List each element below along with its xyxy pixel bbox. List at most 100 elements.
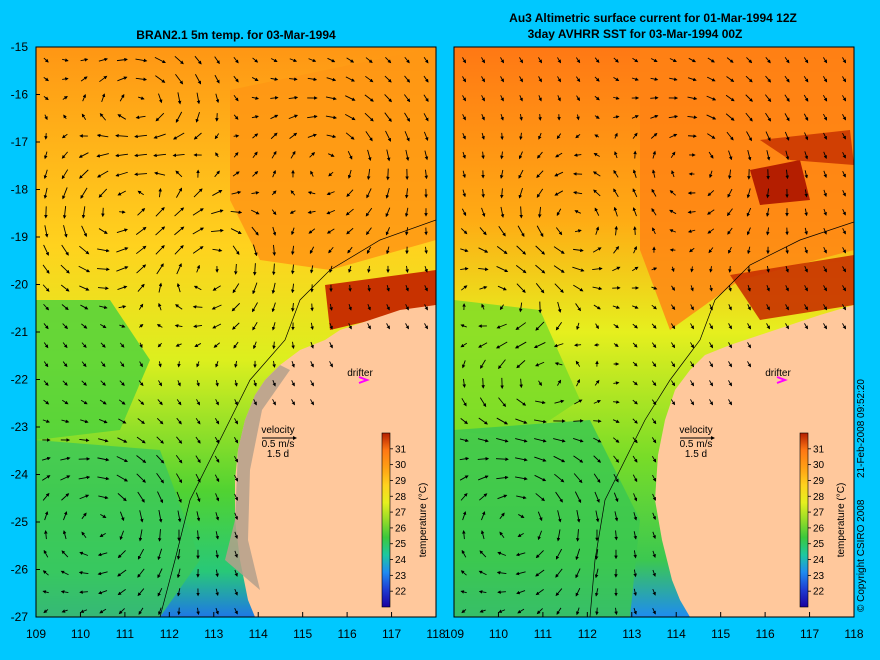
current-arrow	[613, 169, 619, 178]
current-arrow	[310, 399, 314, 406]
drifter-marker-icon	[358, 376, 370, 384]
current-arrow	[536, 188, 544, 198]
current-arrow	[42, 590, 49, 594]
current-arrow	[116, 247, 129, 253]
lat-tick-label: -22	[11, 373, 29, 387]
current-arrow	[842, 189, 846, 197]
current-arrow	[496, 417, 509, 425]
current-arrow	[687, 210, 696, 214]
warm-patch	[640, 47, 854, 330]
current-arrow	[176, 187, 183, 198]
current-arrow	[461, 360, 466, 369]
current-arrow	[632, 474, 638, 483]
colorbar-title: temperature (°C)	[418, 483, 429, 558]
current-arrow	[423, 94, 429, 103]
current-arrow	[745, 94, 753, 102]
current-arrow	[728, 169, 732, 180]
current-arrow	[157, 399, 163, 406]
colorbar-ticks: 22 23 24 25 26 27 28 29 30 31	[390, 444, 407, 598]
current-arrow	[79, 590, 88, 594]
warm-patch	[230, 47, 436, 270]
current-arrow	[459, 475, 469, 481]
current-arrow	[670, 151, 676, 158]
map-frame	[453, 46, 855, 618]
current-arrow	[652, 531, 656, 540]
current-arrow	[347, 150, 353, 160]
current-arrow	[405, 323, 409, 330]
current-arrow	[252, 263, 257, 276]
current-arrow	[765, 131, 771, 142]
current-arrow	[328, 153, 335, 157]
current-arrow	[575, 568, 581, 579]
current-arrow	[365, 75, 374, 83]
current-arrow	[214, 436, 220, 444]
current-arrow	[613, 400, 620, 404]
current-arrow	[97, 248, 110, 253]
current-arrow	[822, 94, 828, 102]
current-arrow	[423, 57, 429, 64]
current-arrow	[842, 285, 846, 292]
current-arrow	[135, 226, 147, 235]
current-arrow	[557, 95, 561, 102]
current-arrow	[690, 266, 694, 273]
current-arrow	[155, 112, 165, 122]
current-arrow	[288, 95, 299, 100]
current-arrow	[215, 152, 219, 158]
current-arrow	[460, 342, 468, 348]
current-arrow	[747, 246, 751, 255]
colorbar-tick-label: 23	[395, 571, 407, 582]
current-arrow	[687, 229, 696, 233]
current-arrow	[574, 399, 583, 405]
current-arrow	[727, 188, 733, 198]
current-arrow	[232, 283, 240, 294]
current-arrow	[307, 114, 318, 119]
current-arrow	[139, 361, 143, 368]
current-arrow	[613, 206, 618, 217]
current-arrow	[535, 361, 545, 367]
lon-tick-label: 117	[382, 627, 401, 641]
current-arrow	[500, 188, 504, 199]
current-arrow	[155, 75, 166, 83]
current-arrow	[460, 267, 469, 271]
colorbar-tick-label: 30	[813, 460, 825, 471]
current-arrow	[136, 264, 147, 274]
current-arrow	[134, 172, 148, 177]
current-arrow	[177, 361, 181, 368]
current-arrow	[671, 380, 676, 387]
current-arrow	[119, 361, 125, 368]
current-arrow	[593, 304, 601, 310]
current-arrow	[118, 418, 127, 424]
current-arrow	[842, 323, 847, 330]
current-arrow	[708, 151, 714, 159]
current-arrow	[176, 263, 182, 275]
colorbar-right: 22 23 24 25 26 27 28 29 30 31 temperature (°C)	[799, 432, 847, 608]
current-arrow	[158, 607, 162, 616]
current-arrow	[119, 380, 125, 387]
current-arrow	[613, 492, 619, 503]
current-arrow	[365, 227, 372, 236]
current-arrow	[62, 323, 68, 330]
current-arrow	[157, 548, 163, 561]
current-arrow	[155, 226, 166, 236]
current-arrow	[214, 418, 220, 425]
lat-tick-label: -21	[11, 325, 29, 339]
current-arrow	[233, 134, 240, 138]
current-arrow	[271, 282, 276, 294]
current-arrow	[137, 548, 145, 560]
current-arrow	[613, 115, 620, 119]
current-arrow	[804, 246, 808, 254]
current-arrow	[138, 303, 144, 310]
current-arrow	[62, 187, 68, 200]
current-arrow	[134, 153, 148, 158]
current-arrow	[479, 285, 488, 290]
current-arrow	[192, 305, 203, 309]
current-arrow	[651, 437, 657, 444]
current-arrow	[195, 74, 202, 85]
current-arrow	[823, 266, 827, 273]
current-arrow	[670, 323, 676, 330]
current-arrow	[80, 58, 89, 62]
current-arrow	[137, 283, 145, 292]
current-arrow	[746, 227, 751, 236]
current-arrow	[329, 303, 333, 311]
current-arrow	[478, 247, 489, 253]
